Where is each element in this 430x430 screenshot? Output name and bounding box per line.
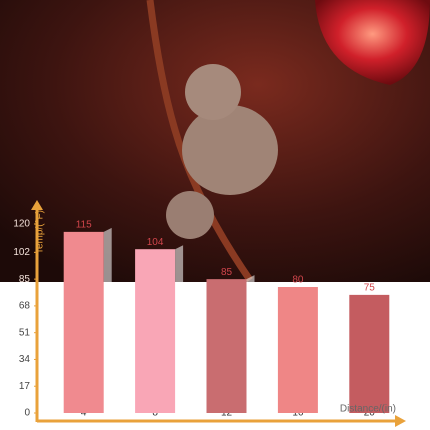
branch — [146, 0, 253, 282]
bar-side — [317, 283, 326, 413]
bar-side — [103, 227, 112, 413]
chameleon-body — [182, 105, 278, 195]
bar — [206, 279, 247, 413]
y-tick-label: 120 — [13, 219, 30, 230]
bar-side — [246, 275, 255, 413]
plot: 0 17 34 51 68 85 102 120 4 115 8 104 12 85 16 80 20 75 Tem… — [13, 200, 406, 427]
x-tick-label: 4 — [81, 408, 87, 419]
x-axis-arrow — [395, 415, 406, 427]
value-label: 115 — [76, 220, 92, 231]
x-tick-label: 16 — [292, 408, 304, 419]
y-tick-label: 51 — [19, 327, 31, 338]
chameleon-head — [185, 64, 241, 120]
heat-bulb — [315, 0, 430, 85]
value-label: 80 — [292, 275, 304, 286]
chameleon-tail — [166, 191, 214, 239]
y-tick-label: 0 — [24, 408, 30, 419]
y-tick-label: 68 — [19, 301, 31, 312]
x-tick-label: 12 — [221, 408, 233, 419]
value-label: 104 — [147, 237, 164, 248]
bar-side — [389, 290, 398, 413]
value-label: 85 — [221, 267, 233, 278]
y-tick-label: 34 — [19, 354, 31, 365]
y-axis-arrow — [31, 200, 43, 210]
y-tick-label: 17 — [19, 381, 31, 392]
bar — [277, 287, 318, 413]
y-tick-label: 85 — [19, 274, 31, 285]
bar — [135, 249, 176, 413]
x-tick-label: 8 — [152, 408, 158, 419]
value-label: 75 — [364, 283, 376, 294]
bar — [349, 294, 390, 413]
bar — [63, 231, 104, 413]
x-axis-title: Distance/(in) — [340, 404, 396, 415]
x-tick-label: 20 — [364, 408, 376, 419]
y-axis-title: Temp/(°F) — [35, 210, 46, 254]
y-tick-label: 102 — [13, 247, 30, 258]
bar-side — [175, 245, 184, 413]
